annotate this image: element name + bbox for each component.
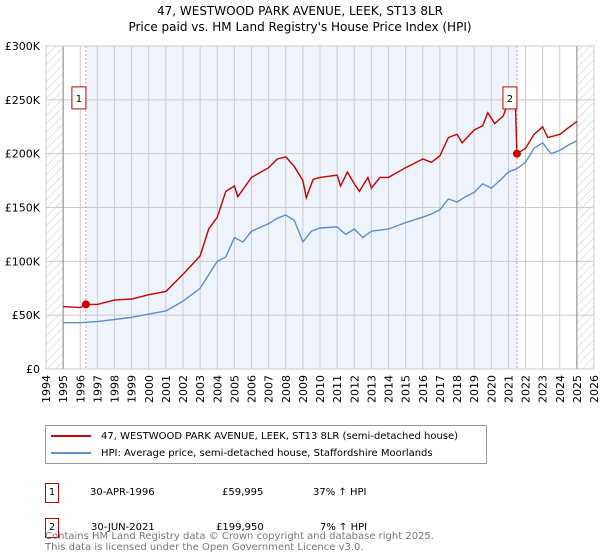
transaction-row: 1 30-APR-1996 £59,995 37% ↑ HPI	[45, 483, 445, 503]
y-tick-label: £100K	[5, 255, 41, 268]
x-tick-label: 2010	[314, 375, 327, 403]
transaction-date: 30-JUN-2021	[91, 522, 155, 533]
legend-swatch-blue	[51, 452, 91, 454]
x-tick-label: 2022	[520, 375, 533, 403]
x-tick-label: 1998	[109, 375, 122, 403]
transaction-row: 2 30-JUN-2021 £199,950 7% ↑ HPI	[45, 518, 445, 538]
sale-label: 1	[76, 94, 82, 105]
x-tick-label: 2015	[400, 375, 413, 403]
legend-item-property: 47, WESTWOOD PARK AVENUE, LEEK, ST13 8LR…	[51, 429, 458, 443]
price-chart: 1994 1995 1996 1997 1998 1999 2000 2001 2002 2003…	[5, 40, 600, 403]
x-tick-label: 2019	[468, 375, 481, 403]
footer-line: Contains HM Land Registry data © Crown c…	[45, 531, 434, 542]
x-tick-label: 1994	[40, 375, 53, 403]
x-tick-label: 2001	[160, 375, 173, 403]
x-tick-label: 2024	[554, 375, 567, 403]
y-tick-label: £300K	[5, 40, 41, 53]
x-tick-label: 2013	[365, 375, 378, 403]
x-tick-label: 1999	[126, 375, 139, 403]
legend-swatch-red	[51, 435, 91, 437]
x-tick-label: 2021	[502, 375, 515, 403]
sale-label: 2	[507, 94, 513, 105]
x-tick-label: 2000	[143, 375, 156, 403]
x-tick-label: 2011	[331, 375, 344, 403]
legend-label: 47, WESTWOOD PARK AVENUE, LEEK, ST13 8LR…	[101, 430, 459, 442]
y-tick-label: £150K	[5, 202, 41, 215]
transaction-marker: 1	[45, 483, 59, 503]
sale-label-box	[502, 86, 518, 110]
y-tick-label: £250K	[5, 94, 41, 107]
sale-point	[512, 149, 521, 158]
chart-subtitle: Price paid vs. HM Land Registry's House …	[128, 20, 472, 34]
hpi-line	[63, 140, 578, 324]
chart-title: 47, WESTWOOD PARK AVENUE, LEEK, ST13 8LR	[156, 4, 444, 18]
legend-item-hpi: HPI: Average price, semi-detached house,…	[51, 446, 433, 460]
x-tick-label: 2004	[211, 375, 224, 403]
transaction-price: £199,950	[216, 522, 264, 533]
sale-point	[81, 300, 90, 309]
x-tick-label: 2012	[348, 375, 361, 403]
x-tick-label: 1997	[91, 375, 104, 403]
x-tick-label: 2014	[383, 375, 396, 403]
plot-border	[45, 45, 595, 370]
x-tick-label: 2009	[297, 375, 310, 403]
x-tick-label: 2005	[228, 375, 241, 403]
x-tick-label: 1995	[57, 375, 70, 403]
x-tick-label: 2017	[434, 375, 447, 403]
y-tick-label: £0	[26, 363, 40, 376]
x-tick-label: 2003	[194, 375, 207, 403]
x-tick-label: 2007	[263, 375, 276, 403]
x-tick-label: 2008	[280, 375, 293, 403]
sale-label-box	[71, 86, 87, 110]
x-tick-label: 1996	[74, 375, 87, 403]
x-tick-label: 2002	[177, 375, 190, 403]
x-tick-label: 2020	[485, 375, 498, 403]
x-tick-label: 2016	[417, 375, 430, 403]
x-tick-label: 2006	[246, 375, 259, 403]
transaction-marker: 2	[45, 518, 59, 538]
transaction-hpi: 37% ↑ HPI	[313, 487, 367, 498]
legend: 47, WESTWOOD PARK AVENUE, LEEK, ST13 8LR…	[45, 425, 487, 464]
transaction-date: 30-APR-1996	[90, 487, 155, 498]
footer: Contains HM Land Registry data © Crown c…	[45, 531, 434, 553]
footer-line: This data is licensed under the Open Gov…	[45, 542, 364, 553]
y-tick-label: £200K	[5, 148, 41, 161]
y-tick-label: £50K	[12, 309, 41, 322]
transaction-hpi: 7% ↑ HPI	[320, 522, 368, 533]
x-tick-label: 2026	[588, 375, 600, 403]
transaction-price: £59,995	[222, 487, 264, 498]
x-tick-label: 2023	[537, 375, 550, 403]
x-tick-label: 2018	[451, 375, 464, 403]
x-tick-label: 2025	[571, 375, 584, 403]
legend-label: HPI: Average price, semi-detached house,…	[101, 447, 433, 459]
